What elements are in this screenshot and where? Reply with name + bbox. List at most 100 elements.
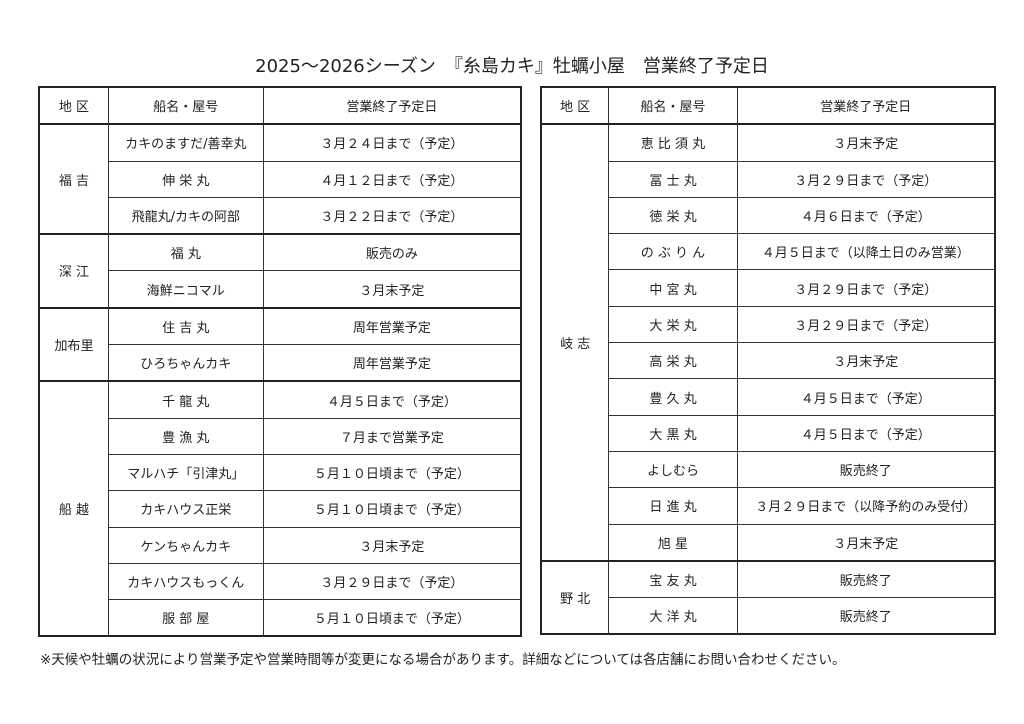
- row: 冨 士 丸 ３月２９日まで（予定）: [541, 160, 996, 198]
- row: 中 宮 丸 ３月２９日まで（予定）: [541, 269, 996, 307]
- row: マルハチ「引津丸」 ５月１０日頃まで（予定）: [39, 453, 522, 492]
- end-date: ３月２９日まで（以降予約のみ受付）: [736, 487, 996, 525]
- area-group: 福 吉カキのますだ/善幸丸 ３月２４日まで（予定）伸 栄 丸 ４月１２日まで（予定）…: [38, 123, 522, 235]
- row: カキハウス正栄 ５月１０日頃まで（予定）: [39, 490, 522, 528]
- shop-name: 宝 友 丸: [608, 560, 738, 599]
- end-date: ５月１０日頃まで（予定）: [262, 453, 522, 492]
- end-date: ３月末予定: [736, 523, 996, 562]
- end-date: 販売のみ: [262, 233, 522, 272]
- end-date: ３月末予定: [736, 123, 996, 162]
- shop-name: ケンちゃんカキ: [107, 526, 264, 564]
- row: 徳 栄 丸 ４月６日まで（予定）: [541, 196, 996, 235]
- row: 岐 志恵 比 須 丸 ３月末予定: [540, 123, 996, 562]
- shop-name: 徳 栄 丸: [608, 196, 738, 235]
- shop-name: ひろちゃんカキ: [107, 344, 264, 382]
- end-date: 販売終了: [736, 450, 996, 489]
- row: 海鮮ニコマル ３月末予定: [39, 270, 522, 309]
- end-date: ３月２９日まで（予定）: [262, 562, 522, 601]
- end-date: ４月６日まで（予定）: [736, 196, 996, 235]
- shop-name: 大 栄 丸: [608, 305, 738, 344]
- row: 大 栄 丸 ３月２９日まで（予定）: [541, 305, 996, 344]
- row: 服 部 屋 ５月１０日頃まで（予定）: [39, 599, 522, 637]
- row: 大 洋 丸販売終了: [541, 597, 996, 635]
- shop-name: 伸 栄 丸: [107, 160, 264, 198]
- area-group: 岐 志恵 比 須 丸 ３月末予定冨 士 丸 ３月２９日まで（予定）徳 栄 丸 ４月６日…: [540, 123, 996, 562]
- table-header: 地 区船名・屋号 営業終了予定日: [38, 86, 522, 125]
- schedule-table: 地 区船名・屋号 営業終了予定日福 吉カキのますだ/善幸丸 ３月２４日まで（予定）伸…: [38, 86, 522, 637]
- end-date: ４月５日まで（予定）: [736, 378, 996, 416]
- row: 飛龍丸/カキの阿部 ３月２２日まで（予定）: [39, 196, 522, 235]
- shop-name: 旭 星: [608, 523, 738, 562]
- end-date: 周年営業予定: [262, 307, 522, 346]
- end-date: ３月２９日まで（予定）: [736, 269, 996, 307]
- end-date: ５月１０日頃まで（予定）: [262, 490, 522, 528]
- shop-name: の ぶ り ん: [608, 233, 738, 271]
- header-row: 地 区船名・屋号 営業終了予定日: [38, 86, 522, 125]
- row: 高 栄 丸 ３月末予定: [541, 342, 996, 380]
- end-date: ４月５日まで（以降土日のみ営業）: [736, 233, 996, 271]
- end-date: ３月２４日まで（予定）: [262, 123, 522, 162]
- row: 野 北宝 友 丸販売終了: [540, 560, 996, 635]
- area-cell: 深 江: [38, 233, 109, 309]
- end-date: ３月２９日まで（予定）: [736, 160, 996, 198]
- shop-name: 冨 士 丸: [608, 160, 738, 198]
- area-cell: 野 北: [540, 560, 610, 635]
- end-date: 販売終了: [736, 597, 996, 635]
- shop-name: 海鮮ニコマル: [107, 270, 264, 309]
- area-group: 加布里住 吉 丸周年営業予定 ひろちゃんカキ 周年営業予定: [38, 307, 522, 382]
- row: 船 越千 龍 丸 ４月５日まで（予定）: [38, 380, 522, 637]
- shop-name: マルハチ「引津丸」: [107, 453, 264, 492]
- row: 福 吉カキのますだ/善幸丸 ３月２４日まで（予定）: [38, 123, 522, 235]
- area-group: 船 越千 龍 丸 ４月５日まで（予定）豊 漁 丸 ７月まで営業予定 マルハチ「引津丸」…: [38, 380, 522, 637]
- end-date: 周年営業予定: [262, 344, 522, 382]
- row: の ぶ り ん ４月５日まで（以降土日のみ営業）: [541, 233, 996, 271]
- header-cell: 船名・屋号: [107, 86, 264, 125]
- header-row: 地 区船名・屋号 営業終了予定日: [540, 86, 996, 125]
- row: カキハウスもっくん ３月２９日まで（予定）: [39, 562, 522, 601]
- end-date: ３月末予定: [262, 526, 522, 564]
- row: 深 江福 丸販売のみ: [38, 233, 522, 309]
- row: 大 黒 丸 ４月５日まで（予定）: [541, 414, 996, 452]
- shop-name: 中 宮 丸: [608, 269, 738, 307]
- row: よしむら 販売終了: [541, 450, 996, 489]
- end-date: ７月まで営業予定: [262, 417, 522, 455]
- shop-name: 千 龍 丸: [107, 380, 264, 419]
- row: 豊 漁 丸 ７月まで営業予定: [39, 417, 522, 455]
- end-date: ３月末予定: [736, 342, 996, 380]
- shop-name: 豊 久 丸: [608, 378, 738, 416]
- end-date: ３月２２日まで（予定）: [262, 196, 522, 235]
- shop-name: 大 黒 丸: [608, 414, 738, 452]
- end-date: ４月５日まで（予定）: [262, 380, 522, 419]
- header-cell: 地 区: [38, 86, 109, 125]
- table-header: 地 区船名・屋号 営業終了予定日: [540, 86, 996, 125]
- row: ケンちゃんカキ ３月末予定: [39, 526, 522, 564]
- end-date: ３月２９日まで（予定）: [736, 305, 996, 344]
- shop-name: 住 吉 丸: [107, 307, 264, 346]
- shop-name: カキのますだ/善幸丸: [107, 123, 264, 162]
- area-cell: 岐 志: [540, 123, 610, 562]
- shop-name: 福 丸: [107, 233, 264, 272]
- title: 2025〜2026シーズン 『糸島カキ』牡蠣小屋 営業終了予定日: [255, 56, 769, 77]
- row: 日 進 丸 ３月２９日まで（以降予約のみ受付）: [541, 487, 996, 525]
- shop-name: 恵 比 須 丸: [608, 123, 738, 162]
- end-date: 販売終了: [736, 560, 996, 599]
- shop-name: 豊 漁 丸: [107, 417, 264, 455]
- area-group: 野 北宝 友 丸販売終了大 洋 丸販売終了: [540, 560, 996, 635]
- row: 伸 栄 丸 ４月１２日まで（予定）: [39, 160, 522, 198]
- area-cell: 福 吉: [38, 123, 109, 235]
- header-cell: 船名・屋号: [608, 86, 738, 125]
- shop-name: 日 進 丸: [608, 487, 738, 525]
- row: ひろちゃんカキ 周年営業予定: [39, 344, 522, 382]
- shop-name: よしむら: [608, 450, 738, 489]
- shop-name: 飛龍丸/カキの阿部: [107, 196, 264, 235]
- end-date: ３月末予定: [262, 270, 522, 309]
- row: 加布里住 吉 丸周年営業予定: [38, 307, 522, 382]
- shop-name: 高 栄 丸: [608, 342, 738, 380]
- row: 旭 星 ３月末予定: [541, 523, 996, 562]
- end-date: ５月１０日頃まで（予定）: [262, 599, 522, 637]
- header-cell: 営業終了予定日: [736, 86, 996, 125]
- area-cell: 船 越: [38, 380, 109, 637]
- footnote: ※天候や牡蠣の状況により営業予定や営業時間等が変更になる場合があります。詳細など…: [40, 652, 846, 668]
- header-cell: 地 区: [540, 86, 610, 125]
